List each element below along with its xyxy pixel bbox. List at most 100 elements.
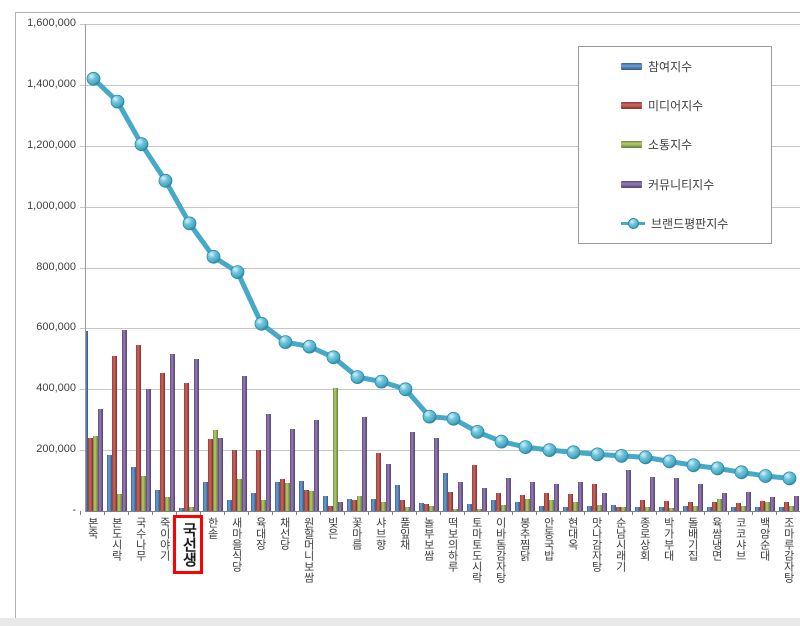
bar — [707, 507, 712, 511]
gridline — [86, 85, 800, 86]
x-axis-label: 한솥 — [206, 517, 219, 539]
bar — [122, 330, 127, 511]
x-axis-label: 돌배기집 — [686, 517, 699, 561]
bar — [736, 503, 741, 511]
y-axis-label: 800,000 — [36, 261, 76, 273]
bar — [213, 430, 218, 511]
line-marker — [86, 71, 101, 86]
x-axis-label: 본죽 — [86, 517, 99, 539]
bar — [578, 482, 583, 511]
x-axis-label: 죽이야기 — [158, 517, 171, 561]
bar — [664, 501, 669, 511]
x-axis-tick — [80, 511, 81, 515]
legend-bar-swatch — [621, 102, 642, 110]
bar — [405, 507, 410, 511]
bar — [496, 493, 501, 511]
line-marker — [374, 374, 389, 389]
bar — [789, 506, 794, 511]
bar — [93, 436, 98, 511]
x-axis-label: 코코샤브 — [734, 517, 747, 561]
line-marker — [110, 94, 125, 109]
bar — [266, 414, 271, 511]
bar — [482, 488, 487, 511]
x-axis-tick — [776, 511, 777, 515]
bar — [477, 509, 482, 511]
bar — [285, 483, 290, 511]
legend-bar-swatch — [621, 141, 642, 149]
legend-label: 미디어지수 — [648, 99, 704, 114]
y-axis-tick — [80, 328, 85, 329]
bar — [362, 417, 367, 511]
bar — [635, 507, 640, 511]
bar — [602, 493, 607, 511]
x-axis-label: 육대장 — [254, 517, 267, 550]
bar — [376, 453, 381, 511]
bar — [371, 499, 376, 511]
bar — [525, 499, 530, 511]
x-axis-label: 샤브향 — [374, 517, 387, 550]
y-axis-label: 1,000,000 — [27, 200, 76, 212]
x-axis-label: 꽃마름 — [350, 517, 363, 550]
y-axis-label: 1,200,000 — [27, 139, 76, 151]
x-axis-tick — [656, 511, 657, 515]
bar — [587, 506, 592, 511]
x-axis-tick — [392, 511, 393, 515]
x-axis-tick — [584, 511, 585, 515]
line-marker — [590, 447, 605, 462]
bar — [640, 500, 645, 511]
line-marker — [302, 339, 317, 354]
bar — [184, 383, 189, 511]
bar — [765, 502, 770, 511]
line-marker — [734, 465, 749, 480]
x-axis-tick — [128, 511, 129, 515]
bar — [563, 507, 568, 511]
bar — [544, 493, 549, 511]
bar — [352, 500, 357, 511]
x-axis-label: 풀잎채 — [398, 517, 411, 550]
bar — [309, 491, 314, 511]
bar — [794, 496, 799, 511]
plot-area — [85, 24, 800, 512]
bar — [146, 389, 151, 511]
y-axis-label: 1,600,000 — [27, 17, 76, 29]
bar — [194, 359, 199, 511]
page-margin — [0, 618, 800, 626]
y-axis-tick — [80, 146, 85, 147]
bar — [338, 502, 343, 511]
line-marker — [494, 434, 509, 449]
y-axis-tick — [80, 85, 85, 86]
x-axis-label: 박가부대 — [662, 517, 675, 561]
y-axis-label: 200,000 — [36, 443, 76, 455]
bar — [251, 493, 256, 511]
bar — [650, 477, 655, 511]
gridline — [86, 268, 800, 269]
x-axis-tick — [752, 511, 753, 515]
x-axis-label: 맛나감자탕 — [590, 517, 603, 572]
x-axis-label: 육쌈냉면 — [710, 517, 723, 561]
x-axis-tick — [296, 511, 297, 515]
bar — [515, 502, 520, 511]
bar — [568, 494, 573, 511]
x-axis-label: 놀부보쌈 — [422, 517, 435, 561]
line-marker — [662, 454, 677, 469]
bar — [227, 500, 232, 511]
bar — [333, 388, 338, 511]
line-marker — [278, 335, 293, 350]
bar — [424, 504, 429, 511]
gridline — [86, 146, 800, 147]
y-axis-tick — [80, 268, 85, 269]
legend: 참여지수 미디어지수 소통지수 커뮤니티지수 브랜드평판지수 — [578, 46, 772, 244]
x-axis-label: 조마루감자탕 — [782, 517, 795, 583]
line-marker — [638, 450, 653, 465]
bar — [760, 501, 765, 511]
bar — [395, 485, 400, 511]
bar — [453, 509, 458, 511]
bar — [443, 473, 448, 511]
bar — [165, 497, 170, 511]
x-axis-tick — [320, 511, 321, 515]
line-marker — [254, 316, 269, 331]
line-marker — [398, 382, 413, 397]
bar — [530, 482, 535, 511]
x-axis-label: 순남시래기 — [614, 517, 627, 572]
line-marker — [758, 469, 773, 483]
